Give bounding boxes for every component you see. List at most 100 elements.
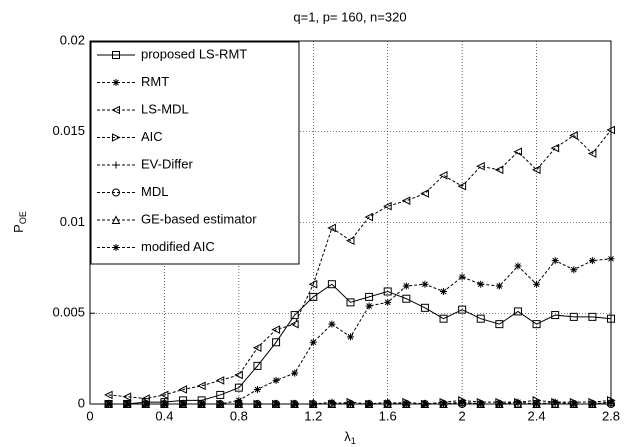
marker	[234, 370, 243, 380]
marker	[606, 125, 615, 135]
marker	[291, 369, 299, 377]
marker	[420, 399, 430, 408]
marker	[308, 279, 318, 289]
legend-label: proposed LS-RMT	[141, 46, 247, 61]
marker	[420, 303, 429, 312]
marker	[327, 223, 336, 233]
marker	[495, 282, 503, 290]
marker	[531, 165, 541, 175]
marker	[440, 287, 448, 295]
marker	[513, 147, 522, 157]
marker	[216, 390, 225, 399]
marker	[514, 262, 522, 270]
marker	[309, 338, 317, 346]
x-tick-label: 0.4	[155, 408, 173, 423]
marker	[364, 399, 374, 408]
marker	[439, 399, 448, 408]
marker	[160, 400, 168, 408]
marker	[457, 181, 467, 191]
marker	[197, 381, 206, 391]
legend-box	[90, 41, 300, 265]
series-line	[108, 283, 612, 405]
y-tick-label: 0	[78, 395, 85, 410]
marker	[477, 280, 485, 288]
marker	[383, 201, 392, 211]
y-label-main: P	[11, 224, 26, 233]
marker	[494, 165, 504, 175]
marker	[607, 314, 615, 323]
marker	[421, 280, 429, 288]
marker	[111, 105, 120, 115]
x-tick-label: 0	[86, 408, 93, 423]
y-label-sub: OE	[18, 211, 28, 224]
marker	[365, 302, 373, 310]
marker	[271, 399, 281, 408]
marker	[290, 311, 299, 320]
marker	[402, 399, 411, 408]
x-axis-label: λ1	[344, 429, 356, 446]
marker	[142, 400, 150, 408]
series-line	[108, 401, 612, 405]
marker	[252, 343, 262, 353]
marker	[569, 312, 578, 321]
y-axis-label: POE	[11, 211, 28, 233]
x-tick-label: 0.8	[230, 408, 248, 423]
chart-title: q=1, p= 160, n=320	[293, 9, 406, 24]
marker	[327, 399, 337, 408]
legend-label: AIC	[141, 129, 163, 144]
marker	[588, 312, 597, 321]
marker	[272, 376, 280, 384]
marker	[550, 399, 560, 408]
marker	[235, 396, 243, 404]
marker	[495, 320, 504, 329]
marker	[513, 307, 522, 316]
marker	[570, 266, 578, 274]
marker	[569, 131, 578, 140]
series-line	[108, 129, 612, 400]
marker	[112, 133, 121, 142]
marker	[112, 244, 120, 251]
x-label-main: λ	[344, 429, 351, 444]
marker	[476, 314, 485, 323]
legend-label: GE-based estimator	[141, 211, 257, 226]
marker	[253, 399, 262, 408]
marker	[402, 282, 410, 290]
marker	[178, 385, 188, 394]
marker	[588, 257, 596, 265]
marker	[112, 51, 120, 59]
marker	[384, 298, 392, 306]
marker	[513, 399, 523, 408]
y-tick-label: 0.01	[60, 214, 85, 229]
marker	[123, 400, 131, 408]
marker	[328, 320, 336, 328]
marker	[122, 392, 132, 402]
marker	[103, 390, 113, 400]
marker	[551, 257, 559, 265]
marker	[159, 390, 169, 400]
marker	[401, 196, 411, 206]
marker	[112, 188, 120, 197]
marker	[364, 212, 374, 222]
legend-label: RMT	[141, 74, 169, 89]
marker	[112, 161, 120, 169]
marker	[234, 399, 244, 408]
marker	[112, 79, 120, 86]
marker	[272, 338, 281, 347]
marker	[253, 361, 262, 370]
marker	[327, 280, 336, 289]
marker	[234, 383, 243, 392]
marker	[308, 399, 318, 408]
marker	[457, 397, 467, 407]
marker	[111, 215, 121, 224]
y-tick-label: 0.005	[52, 305, 85, 320]
marker	[105, 400, 113, 408]
marker	[345, 236, 355, 245]
marker	[346, 298, 355, 307]
marker	[551, 311, 560, 320]
x-tick-label: 1.6	[379, 408, 397, 423]
marker	[569, 399, 579, 408]
y-tick-label: 0.02	[60, 32, 85, 47]
marker	[607, 255, 615, 263]
marker	[198, 400, 206, 408]
